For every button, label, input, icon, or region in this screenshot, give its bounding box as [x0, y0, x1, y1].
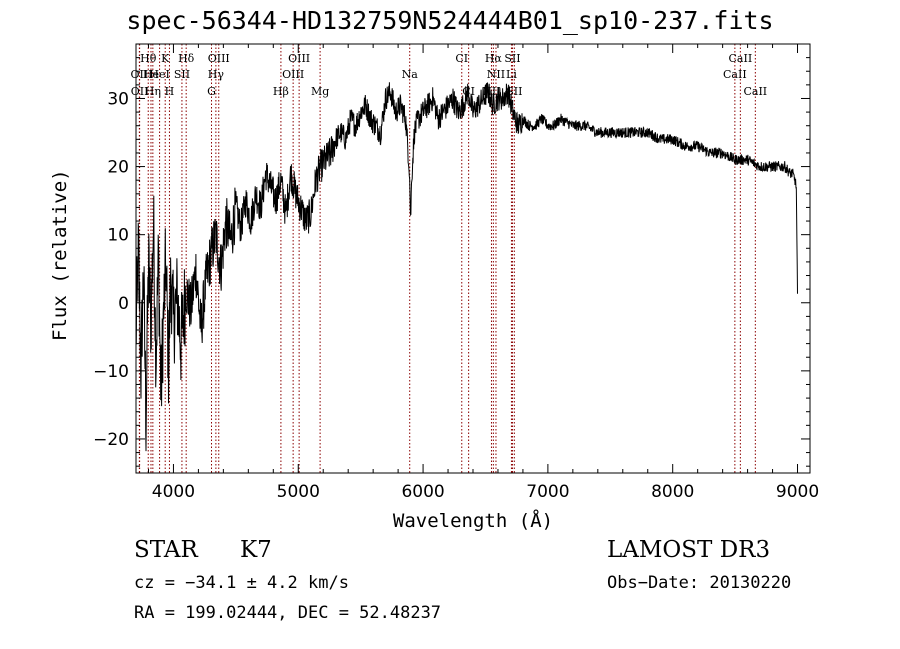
- chart-title: spec-56344-HD132759N524444B01_sp10-237.f…: [126, 6, 774, 35]
- marker-label-8: CaII: [729, 52, 753, 65]
- x-axis-label: Wavelength (Å): [392, 510, 554, 532]
- spectrum-series: [135, 82, 798, 452]
- spectral-class-label: K7: [240, 537, 272, 563]
- marker-label-4: OIII: [288, 52, 310, 65]
- emission-line-markers: [138, 44, 756, 473]
- marker-label-9: OII: [131, 68, 149, 81]
- marker-label-23: Hβ: [273, 85, 289, 98]
- marker-label-21: H: [165, 85, 175, 98]
- x-tick-label-3: 7000: [526, 482, 569, 502]
- x-tick-label-0: 4000: [152, 482, 195, 502]
- y-tick-label-0: −20: [93, 430, 129, 450]
- marker-label-26: NII: [482, 85, 500, 98]
- marker-label-14: OIII: [282, 68, 304, 81]
- x-tick-label-2: 6000: [401, 482, 444, 502]
- marker-label-18: CaII: [723, 68, 747, 81]
- y-tick-label-1: −10: [93, 362, 129, 382]
- marker-label-11: HeI: [149, 68, 169, 81]
- marker-label-10: He: [143, 68, 159, 81]
- marker-label-25: CI: [462, 85, 475, 98]
- y-tick-label-2: 0: [118, 294, 129, 314]
- marker-label-17: Li: [506, 68, 517, 81]
- marker-label-7: SII: [504, 52, 520, 65]
- marker-label-27: SII: [506, 85, 522, 98]
- x-tick-label-4: 8000: [651, 482, 694, 502]
- axis-ticks: 4000 5000 6000 7000 8000 9000 −20 −10 0 10 20 30: [93, 43, 819, 502]
- object-type-label: STAR: [134, 537, 198, 563]
- x-tick-label-5: 9000: [776, 482, 819, 502]
- x-tick-label-1: 5000: [277, 482, 320, 502]
- observation-date-text: Obs−Date: 20130220: [607, 573, 792, 593]
- marker-label-3: OIII: [208, 52, 230, 65]
- marker-label-16: NII: [487, 68, 505, 81]
- y-axis-label: Flux (relative): [49, 169, 71, 341]
- marker-label-15: Na: [402, 68, 419, 81]
- marker-label-13: Hγ: [208, 68, 225, 81]
- marker-label-1: K: [161, 52, 170, 65]
- marker-label-22: G: [207, 85, 216, 98]
- marker-label-20: Hη: [145, 85, 161, 98]
- y-tick-label-5: 30: [107, 89, 129, 109]
- y-tick-label-3: 10: [107, 226, 129, 246]
- marker-label-28: CaII: [743, 85, 767, 98]
- survey-label: LAMOST DR3: [607, 537, 771, 563]
- marker-label-2: Hδ: [178, 52, 195, 65]
- marker-label-5: CI: [455, 52, 468, 65]
- y-tick-label-4: 20: [107, 158, 129, 178]
- spectrum-line: [135, 82, 798, 452]
- marker-label-0: Hθ: [140, 52, 157, 65]
- coordinates-text: RA = 199.02444, DEC = 52.48237: [134, 603, 442, 623]
- redshift-text: cz = −34.1 ± 4.2 km/s: [134, 573, 349, 593]
- marker-label-24: Mg: [311, 85, 329, 98]
- marker-label-12: SII: [174, 68, 190, 81]
- marker-label-6: Hα: [485, 52, 503, 65]
- marker-label-19: OII: [131, 85, 149, 98]
